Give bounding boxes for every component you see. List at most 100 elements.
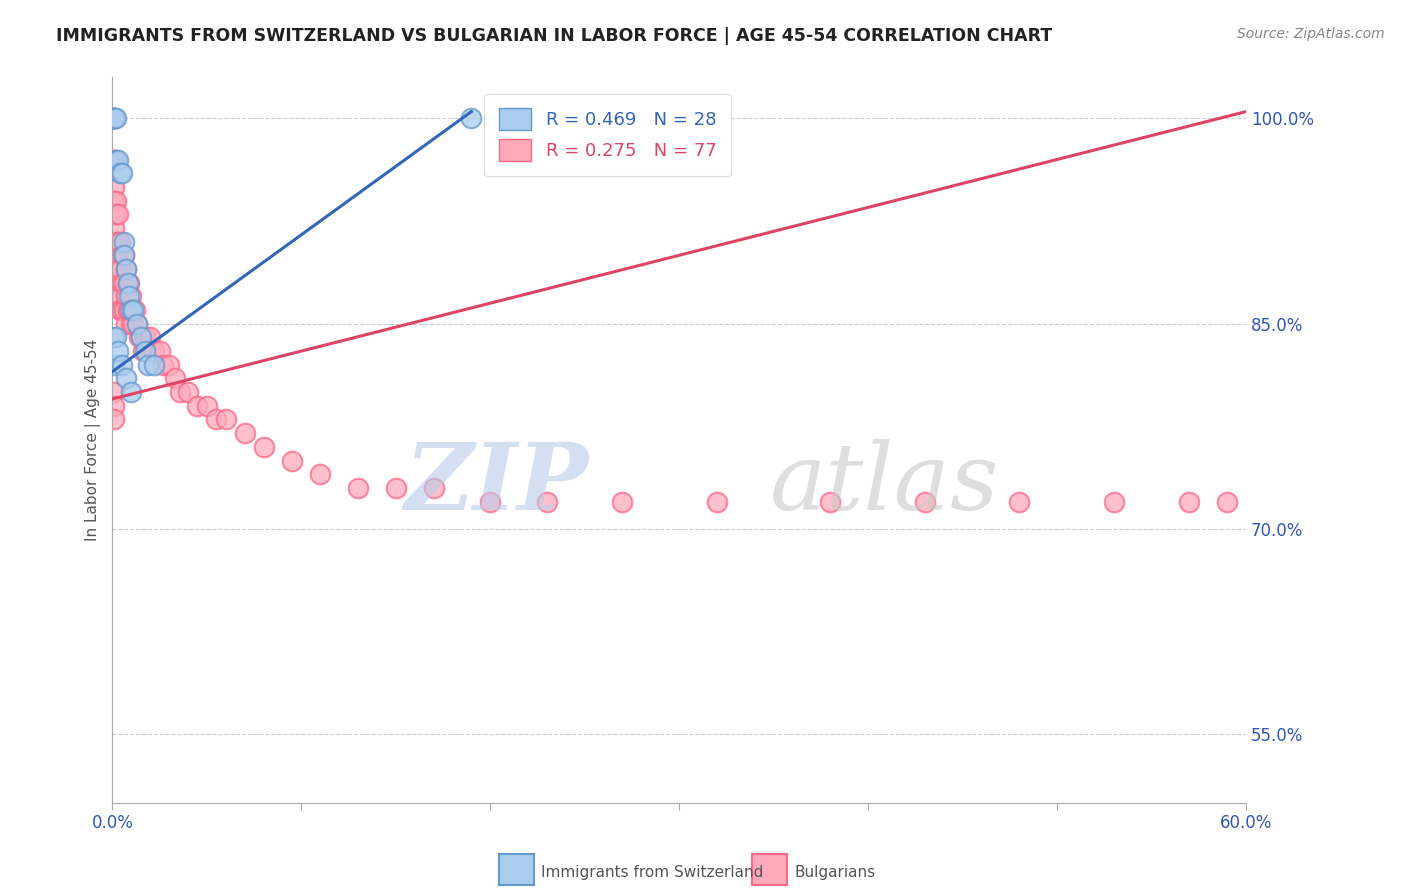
- Point: [281, 453, 304, 467]
- Point: [107, 207, 129, 221]
- Point: [460, 112, 482, 126]
- Point: [479, 494, 502, 508]
- Y-axis label: In Labor Force | Age 45-54: In Labor Force | Age 45-54: [86, 339, 101, 541]
- Point: [111, 248, 134, 262]
- Point: [107, 289, 129, 303]
- Point: [112, 248, 135, 262]
- Point: [143, 344, 166, 359]
- Point: [108, 303, 131, 318]
- Point: [107, 344, 129, 359]
- Point: [103, 112, 125, 126]
- Point: [122, 303, 145, 318]
- Point: [612, 494, 634, 508]
- Point: [105, 207, 128, 221]
- Text: Source: ZipAtlas.com: Source: ZipAtlas.com: [1237, 27, 1385, 41]
- Point: [103, 194, 125, 208]
- Point: [384, 481, 406, 495]
- Point: [117, 276, 139, 290]
- Point: [103, 399, 125, 413]
- Point: [103, 180, 125, 194]
- Point: [186, 399, 208, 413]
- Point: [129, 330, 152, 344]
- Point: [195, 399, 218, 413]
- Point: [103, 112, 125, 126]
- Text: Immigrants from Switzerland: Immigrants from Switzerland: [541, 865, 763, 880]
- Point: [134, 344, 156, 359]
- Point: [111, 358, 134, 372]
- Text: ZIP: ZIP: [404, 439, 589, 529]
- Point: [112, 235, 135, 249]
- Point: [114, 317, 136, 331]
- Point: [177, 385, 200, 400]
- Point: [1008, 494, 1031, 508]
- Point: [111, 166, 134, 180]
- Point: [120, 385, 142, 400]
- Point: [131, 344, 153, 359]
- Point: [103, 153, 125, 167]
- Point: [103, 153, 125, 167]
- Point: [914, 494, 936, 508]
- Point: [103, 112, 125, 126]
- Point: [347, 481, 370, 495]
- Point: [136, 358, 159, 372]
- Point: [105, 235, 128, 249]
- Point: [118, 289, 141, 303]
- Point: [135, 344, 157, 359]
- Point: [103, 112, 125, 126]
- Text: IMMIGRANTS FROM SWITZERLAND VS BULGARIAN IN LABOR FORCE | AGE 45-54 CORRELATION : IMMIGRANTS FROM SWITZERLAND VS BULGARIAN…: [56, 27, 1053, 45]
- Point: [114, 262, 136, 277]
- Point: [112, 276, 135, 290]
- Point: [139, 330, 162, 344]
- Point: [422, 481, 444, 495]
- Point: [114, 371, 136, 385]
- Point: [205, 412, 228, 426]
- Point: [818, 494, 841, 508]
- Point: [107, 235, 129, 249]
- Legend: R = 0.469   N = 28, R = 0.275   N = 77: R = 0.469 N = 28, R = 0.275 N = 77: [484, 94, 731, 176]
- Point: [163, 371, 186, 385]
- Point: [108, 235, 131, 249]
- Point: [108, 262, 131, 277]
- Point: [117, 276, 139, 290]
- Point: [112, 303, 135, 318]
- Point: [105, 330, 128, 344]
- Point: [1216, 494, 1239, 508]
- Point: [105, 112, 128, 126]
- Point: [105, 194, 128, 208]
- Point: [108, 166, 131, 180]
- Point: [120, 303, 142, 318]
- Point: [128, 330, 150, 344]
- Point: [129, 330, 152, 344]
- Point: [103, 112, 125, 126]
- Point: [152, 358, 174, 372]
- Point: [108, 289, 131, 303]
- Point: [536, 494, 558, 508]
- Point: [125, 317, 148, 331]
- Point: [143, 358, 166, 372]
- Point: [103, 412, 125, 426]
- Point: [215, 412, 238, 426]
- Point: [103, 207, 125, 221]
- Point: [112, 248, 135, 262]
- Point: [117, 303, 139, 318]
- Point: [120, 317, 142, 331]
- Point: [107, 276, 129, 290]
- Point: [1102, 494, 1125, 508]
- Point: [706, 494, 728, 508]
- Point: [169, 385, 191, 400]
- Point: [1178, 494, 1201, 508]
- Point: [107, 262, 129, 277]
- Point: [125, 317, 148, 331]
- Point: [107, 153, 129, 167]
- Point: [124, 303, 146, 318]
- Point: [114, 262, 136, 277]
- Point: [105, 153, 128, 167]
- Point: [111, 276, 134, 290]
- Point: [118, 303, 141, 318]
- Point: [105, 248, 128, 262]
- Point: [103, 385, 125, 400]
- Point: [111, 303, 134, 318]
- Text: Bulgarians: Bulgarians: [794, 865, 876, 880]
- Text: atlas: atlas: [769, 439, 1000, 529]
- Point: [118, 276, 141, 290]
